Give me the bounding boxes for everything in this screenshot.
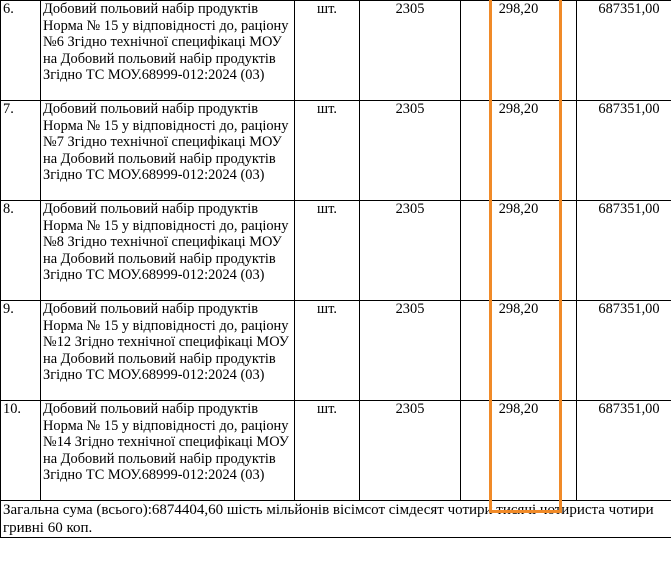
table-row: 7. Добовий польовий набір продуктів Норм…	[0, 100, 671, 201]
item-description: Добовий польовий набір продуктів Норма №…	[40, 400, 295, 501]
row-number: 9.	[0, 300, 41, 401]
row-number: 7.	[0, 100, 41, 201]
specification-table: 6. Добовий польовий набір продуктів Норм…	[0, 0, 671, 538]
item-description: Добовий польовий набір продуктів Норма №…	[40, 0, 295, 101]
item-price: 298,20	[460, 100, 577, 201]
item-sum: 687351,00	[576, 400, 671, 501]
item-quantity: 2305	[359, 0, 461, 101]
item-unit: шт.	[294, 200, 360, 301]
item-unit: шт.	[294, 100, 360, 201]
item-unit: шт.	[294, 0, 360, 101]
total-amount-text: Загальна сума (всього):6874404,60 шість …	[0, 500, 671, 538]
table-row: 10. Добовий польовий набір продуктів Нор…	[0, 400, 671, 501]
item-sum: 687351,00	[576, 200, 671, 301]
item-quantity: 2305	[359, 100, 461, 201]
item-quantity: 2305	[359, 400, 461, 501]
item-sum: 687351,00	[576, 100, 671, 201]
item-description: Добовий польовий набір продуктів Норма №…	[40, 300, 295, 401]
row-number: 6.	[0, 0, 41, 101]
item-description: Добовий польовий набір продуктів Норма №…	[40, 200, 295, 301]
item-price: 298,20	[460, 300, 577, 401]
total-row: Загальна сума (всього):6874404,60 шість …	[0, 500, 671, 538]
table-row: 9. Добовий польовий набір продуктів Норм…	[0, 300, 671, 401]
item-price: 298,20	[460, 0, 577, 101]
item-price: 298,20	[460, 400, 577, 501]
item-unit: шт.	[294, 400, 360, 501]
item-quantity: 2305	[359, 300, 461, 401]
item-sum: 687351,00	[576, 0, 671, 101]
item-sum: 687351,00	[576, 300, 671, 401]
row-number: 10.	[0, 400, 41, 501]
item-price: 298,20	[460, 200, 577, 301]
table-row: 8. Добовий польовий набір продуктів Норм…	[0, 200, 671, 301]
item-quantity: 2305	[359, 200, 461, 301]
item-description: Добовий польовий набір продуктів Норма №…	[40, 100, 295, 201]
table-row: 6. Добовий польовий набір продуктів Норм…	[0, 0, 671, 101]
row-number: 8.	[0, 200, 41, 301]
item-unit: шт.	[294, 300, 360, 401]
